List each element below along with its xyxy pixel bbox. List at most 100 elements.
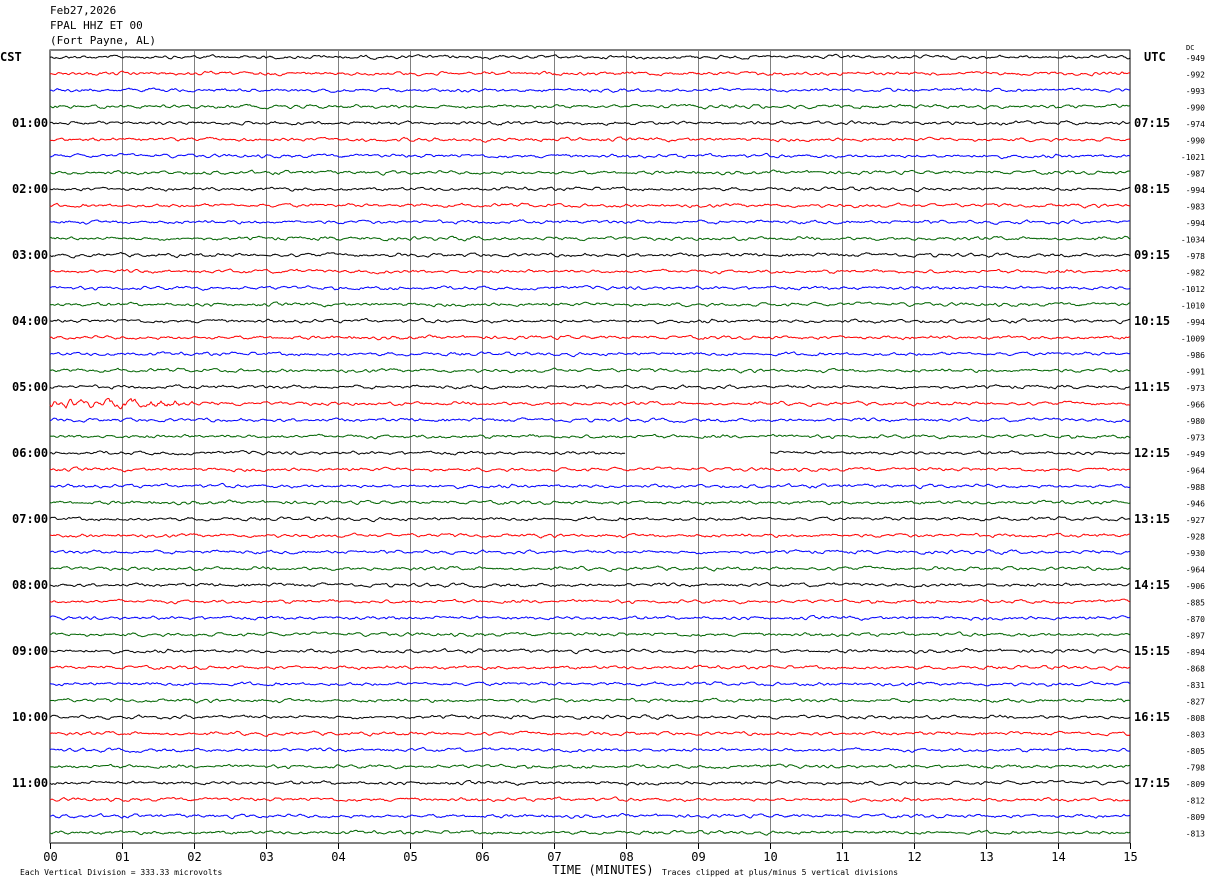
left-time-label: 08:00 xyxy=(12,578,48,592)
trace-row xyxy=(49,152,1130,160)
dc-offset-label: -1012 xyxy=(1181,285,1205,294)
right-time-label: 09:15 xyxy=(1134,248,1170,262)
trace-row xyxy=(49,697,1131,704)
trace-row xyxy=(49,136,1131,143)
trace-row xyxy=(49,334,1131,341)
dc-offset-label: -973 xyxy=(1186,384,1205,393)
trace-row xyxy=(49,70,1131,77)
dc-offset-label: -1034 xyxy=(1181,236,1205,245)
right-time-label: 10:15 xyxy=(1134,314,1170,328)
x-tick-label: 08 xyxy=(619,850,633,864)
dc-offset-label: -1021 xyxy=(1181,153,1205,162)
trace-row xyxy=(49,763,1131,770)
x-tick-label: 06 xyxy=(475,850,489,864)
dc-offset-label: -946 xyxy=(1186,500,1205,509)
trace-row xyxy=(49,466,1131,473)
left-time-label: 11:00 xyxy=(12,776,48,790)
trace-row xyxy=(49,714,1131,720)
dc-offset-label: -809 xyxy=(1186,813,1205,822)
trace-row xyxy=(49,235,1131,242)
trace-row xyxy=(50,120,1131,126)
trace-row xyxy=(49,268,1131,275)
dc-offset-label: -1009 xyxy=(1181,335,1205,344)
dc-offset-label: -808 xyxy=(1186,714,1205,723)
trace-row xyxy=(49,317,1131,325)
x-tick-label: 02 xyxy=(187,850,201,864)
trace-row xyxy=(49,186,1131,193)
dc-offset-label: -993 xyxy=(1186,87,1205,96)
dc-offset-label: -966 xyxy=(1186,401,1205,410)
trace-row xyxy=(49,433,1131,440)
trace-row xyxy=(49,499,1131,506)
clip-note: Traces clipped at plus/minus 5 vertical … xyxy=(662,868,899,877)
station-label: FPAL HHZ ET 00 xyxy=(50,19,143,32)
dc-label: DC xyxy=(1186,44,1194,52)
left-time-label: 05:00 xyxy=(12,380,48,394)
dc-offset-label: -812 xyxy=(1186,797,1205,806)
trace-row xyxy=(50,416,1131,423)
trace-row xyxy=(49,796,1131,803)
trace-row xyxy=(49,516,1131,523)
trace-row xyxy=(49,813,1131,820)
date-label: Feb27,2026 xyxy=(50,4,117,17)
right-time-label: 12:15 xyxy=(1134,446,1170,460)
x-tick-label: 00 xyxy=(43,850,57,864)
dc-offset-label: -990 xyxy=(1186,104,1205,113)
trace-row xyxy=(49,482,1131,490)
trace-row xyxy=(49,746,1131,753)
trace-row xyxy=(49,730,1131,737)
trace-row xyxy=(49,581,1131,588)
dc-offset-label: -927 xyxy=(1186,516,1205,525)
dc-offset-label: -813 xyxy=(1186,830,1205,839)
x-tick-label: 09 xyxy=(691,850,705,864)
x-tick-label: 04 xyxy=(331,850,345,864)
x-tick-label: 01 xyxy=(115,850,129,864)
dc-offset-label: -978 xyxy=(1186,252,1205,261)
left-axis-label: CST xyxy=(0,50,22,64)
dc-offset-label: -1010 xyxy=(1181,302,1205,311)
left-time-label: 06:00 xyxy=(12,446,48,460)
dc-offset-label: -870 xyxy=(1186,615,1205,624)
trace-row xyxy=(49,251,1131,259)
trace-row xyxy=(49,397,1131,410)
dc-offset-label: -982 xyxy=(1186,269,1205,278)
trace-row xyxy=(49,615,1131,621)
dc-offset-label: -897 xyxy=(1186,632,1205,641)
dc-offset-label: -980 xyxy=(1186,417,1205,426)
x-tick-label: 07 xyxy=(547,850,561,864)
x-tick-label: 14 xyxy=(1051,850,1065,864)
dc-offset-label: -930 xyxy=(1186,549,1205,558)
trace-row xyxy=(49,779,1131,786)
right-axis-label: UTC xyxy=(1144,50,1166,64)
dc-offset-label: -973 xyxy=(1186,434,1205,443)
trace-row xyxy=(49,549,1131,555)
dc-offset-label: -949 xyxy=(1186,450,1205,459)
left-time-label: 10:00 xyxy=(12,710,48,724)
x-tick-label: 11 xyxy=(835,850,849,864)
dc-offset-label: -994 xyxy=(1186,318,1205,327)
right-time-label: 08:15 xyxy=(1134,182,1170,196)
right-time-label: 07:15 xyxy=(1134,116,1170,130)
dc-offset-label: -964 xyxy=(1186,467,1205,476)
left-time-label: 01:00 xyxy=(12,116,48,130)
right-time-label: 11:15 xyxy=(1134,380,1170,394)
dc-offset-label: -831 xyxy=(1186,681,1205,690)
scale-note: Each Vertical Division = 333.33 microvol… xyxy=(20,868,223,877)
trace-row xyxy=(49,384,1131,390)
trace-row xyxy=(49,103,1131,110)
dc-offset-label: -809 xyxy=(1186,780,1205,789)
trace-row xyxy=(49,532,1130,539)
x-tick-label: 13 xyxy=(979,850,993,864)
dc-offset-label: -991 xyxy=(1186,368,1205,377)
x-tick-label: 10 xyxy=(763,850,777,864)
dc-offset-label: -983 xyxy=(1186,203,1205,212)
trace-row xyxy=(50,648,1131,655)
left-time-label: 07:00 xyxy=(12,512,48,526)
trace-row xyxy=(49,449,1131,456)
trace-row xyxy=(49,829,1131,836)
right-time-label: 16:15 xyxy=(1134,710,1170,724)
trace-row xyxy=(49,219,1131,225)
x-tick-label: 12 xyxy=(907,850,921,864)
dc-offset-label: -827 xyxy=(1186,698,1205,707)
